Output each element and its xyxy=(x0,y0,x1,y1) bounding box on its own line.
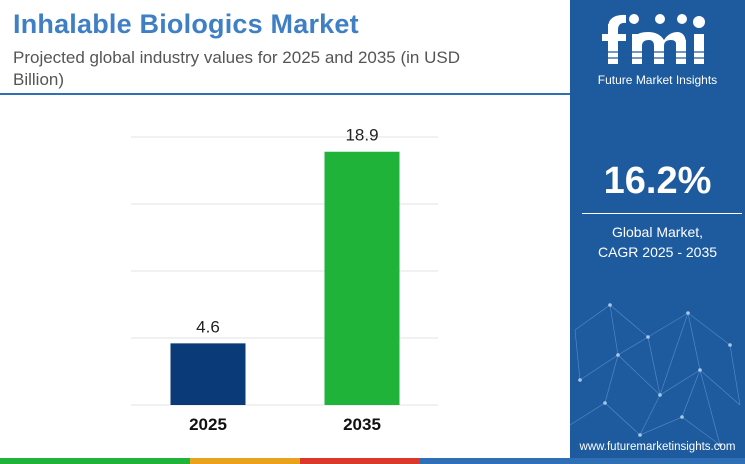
cagr-label: Global Market, CAGR 2025 - 2035 xyxy=(570,222,745,262)
fmi-logo: Future Market Insights xyxy=(570,6,745,90)
data-label-2025: 4.6 xyxy=(196,317,220,336)
bar-2035 xyxy=(324,151,400,405)
bar-chart-svg: 4.6 2025 18.9 2035 xyxy=(131,126,438,434)
stripe-segment xyxy=(0,458,190,464)
stripe-segment xyxy=(420,458,745,464)
logo-caption: Future Market Insights xyxy=(597,73,718,87)
chart-subtitle: Projected global industry values for 202… xyxy=(13,48,460,89)
data-label-2035: 18.9 xyxy=(345,126,378,145)
chart-title: Inhalable Biologics Market xyxy=(13,9,359,39)
bar-chart: 4.6 2025 18.9 2035 xyxy=(0,100,570,455)
website-link[interactable]: www.futuremarketinsights.com xyxy=(579,441,736,453)
cagr-divider xyxy=(582,213,742,214)
category-label-2025: 2025 xyxy=(189,415,227,434)
bar-2025 xyxy=(170,343,246,405)
cagr-value: 16.2% xyxy=(603,160,712,202)
cagr-label-line1: Global Market, xyxy=(611,224,704,240)
stripe-segment xyxy=(190,458,300,464)
header-divider xyxy=(0,93,570,95)
cagr-label-line2: CAGR 2025 - 2035 xyxy=(597,244,718,260)
category-label-2035: 2035 xyxy=(343,415,381,434)
fmi-logo-icon xyxy=(600,14,710,64)
network-pattern-icon xyxy=(570,303,741,447)
sidebar-panel: Future Market Insights 16.2% Global Mark… xyxy=(570,0,745,464)
stripe-segment xyxy=(300,458,420,464)
